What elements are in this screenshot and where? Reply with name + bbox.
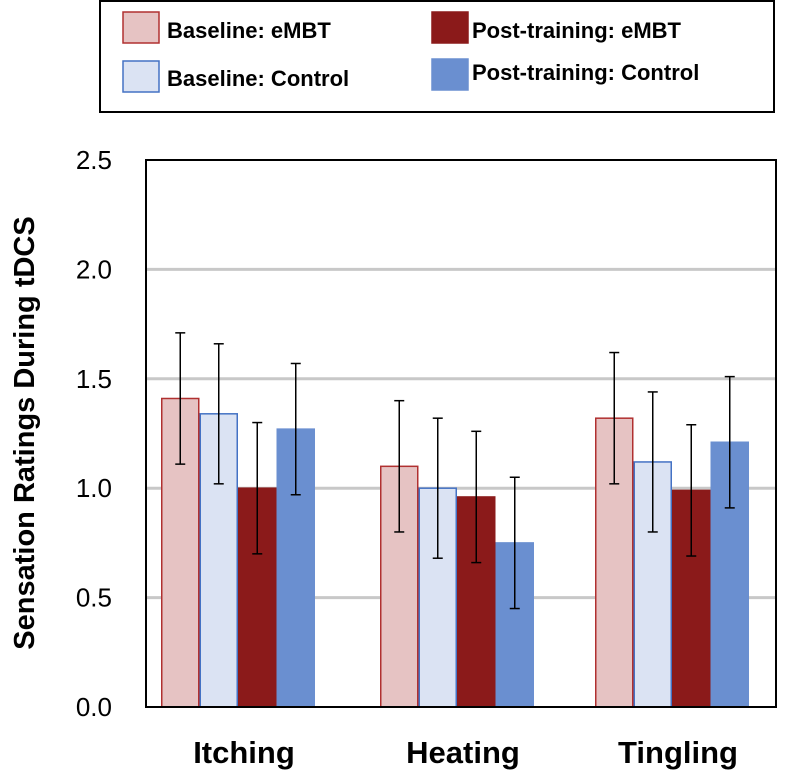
legend-label: Post-training: Control xyxy=(472,60,699,85)
y-tick-label: 1.0 xyxy=(76,473,112,503)
plot-area xyxy=(145,159,777,708)
x-tick-label: Heating xyxy=(406,735,520,770)
legend-swatch xyxy=(122,11,160,44)
y-tick-label: 0.5 xyxy=(76,583,112,613)
y-tick-label: 0.0 xyxy=(76,692,112,722)
legend-swatch xyxy=(122,60,160,93)
legend-label: Post-training: eMBT xyxy=(472,18,682,43)
x-tick-label: Tingling xyxy=(618,735,738,770)
legend-swatch xyxy=(431,11,469,44)
bar xyxy=(276,428,315,708)
x-tick-label: Itching xyxy=(193,735,295,770)
y-tick-label: 1.5 xyxy=(76,364,112,394)
legend-label: Baseline: Control xyxy=(167,66,349,91)
legend-swatch xyxy=(431,58,469,91)
y-tick-label: 2.0 xyxy=(76,254,112,284)
legend-label: Baseline: eMBT xyxy=(167,18,331,43)
plot-frame xyxy=(145,159,777,708)
legend: Baseline: eMBT Baseline: Control Post-trai… xyxy=(99,0,775,113)
y-axis-label: Sensation Ratings During tDCS xyxy=(9,216,41,649)
y-tick-label: 2.5 xyxy=(76,145,112,175)
